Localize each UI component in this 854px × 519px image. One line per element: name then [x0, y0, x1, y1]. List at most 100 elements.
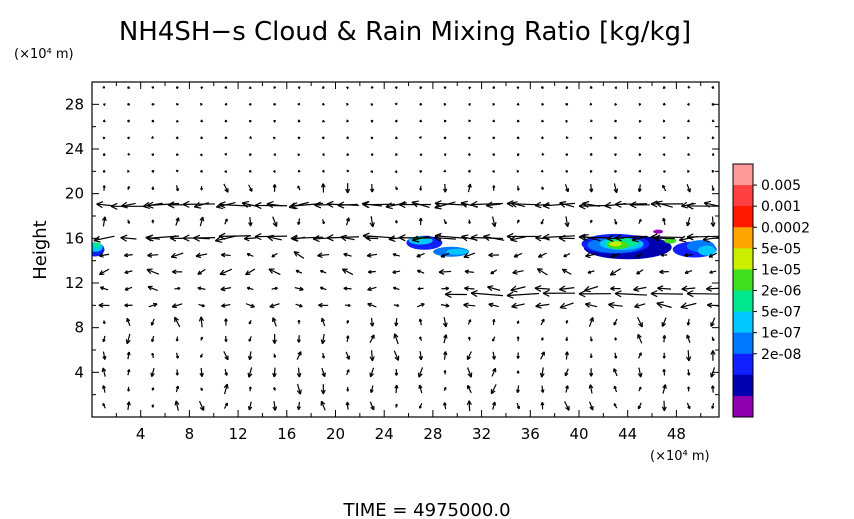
wind-vector	[419, 153, 423, 157]
wind-vector	[195, 252, 208, 259]
wind-vector	[638, 136, 642, 140]
wind-vector	[418, 217, 423, 226]
wind-vector	[662, 217, 666, 226]
wind-vector	[468, 86, 472, 90]
wind-vector	[124, 270, 133, 275]
wind-vector	[662, 86, 666, 90]
wind-vector	[219, 268, 233, 276]
wind-vector	[175, 385, 180, 393]
wind-vector	[175, 217, 180, 226]
wind-vector	[150, 318, 155, 326]
wind-vector	[176, 153, 179, 156]
wind-vector	[151, 119, 155, 123]
wind-vector	[370, 170, 374, 173]
wind-vector	[346, 320, 350, 324]
wind-vector	[468, 103, 471, 107]
jet-vector	[398, 234, 432, 242]
wind-vector	[637, 402, 642, 410]
wind-vector	[297, 319, 301, 325]
jet-vector	[290, 234, 324, 242]
wind-vector	[102, 185, 106, 191]
wind-vector	[513, 252, 523, 258]
wind-vector	[273, 119, 277, 123]
wind-vector	[394, 369, 399, 376]
plot-frame	[91, 81, 720, 418]
jet-vector	[434, 232, 468, 240]
wind-vector	[248, 86, 252, 90]
wind-vector	[96, 201, 112, 209]
y-tick-label: 24	[65, 140, 84, 158]
wind-vector	[565, 103, 569, 106]
wind-vector	[174, 316, 181, 328]
wind-vector	[491, 216, 497, 228]
y-tick-label: 16	[65, 229, 84, 247]
wind-vector	[565, 86, 569, 90]
wind-vector	[559, 285, 575, 293]
wind-vector	[686, 318, 691, 326]
wind-vector	[711, 185, 715, 192]
wind-vector	[537, 252, 547, 258]
wind-vector	[246, 253, 254, 257]
wind-vector	[443, 370, 447, 375]
wind-vector	[541, 186, 544, 190]
wind-vector	[488, 252, 499, 258]
wind-vector	[634, 303, 646, 309]
wind-vector	[369, 385, 374, 393]
wind-vector	[516, 169, 520, 173]
wind-vector	[588, 384, 594, 394]
wind-vector	[248, 169, 252, 173]
jet-vector	[614, 200, 648, 208]
wind-vector	[273, 153, 277, 157]
wind-vector	[637, 367, 643, 378]
wind-vector	[614, 337, 617, 341]
wind-vector	[686, 102, 690, 106]
wind-vector	[564, 368, 569, 377]
x-tick-label: 36	[521, 425, 540, 443]
wind-vector	[247, 367, 253, 378]
wind-vector	[393, 303, 400, 307]
wind-vector	[369, 184, 375, 193]
wind-vector	[199, 153, 203, 157]
wind-vector	[633, 285, 647, 292]
wind-vector	[223, 402, 229, 409]
wind-vector	[492, 85, 496, 89]
wind-vector	[540, 402, 545, 410]
wind-vector	[273, 387, 277, 391]
x-axis: 4 8 12 16 20 24 28 32 36 40 44 48	[115, 82, 702, 443]
wind-vector	[516, 136, 520, 140]
wind-vector	[296, 367, 302, 378]
wind-vector	[322, 169, 325, 173]
wind-vector	[442, 317, 448, 328]
wind-vector	[296, 383, 302, 395]
wind-vector	[124, 253, 133, 258]
wind-vector	[588, 317, 594, 327]
wind-vector	[272, 367, 277, 378]
wind-vector	[565, 120, 568, 123]
wind-vector	[589, 136, 593, 140]
wind-vector	[171, 303, 183, 309]
wind-vector	[541, 136, 544, 140]
wind-vector	[613, 385, 618, 393]
wind-vector	[711, 136, 715, 140]
wind-vector	[564, 351, 569, 360]
wind-vector	[127, 152, 131, 156]
wind-vector	[170, 252, 184, 259]
wind-vector	[200, 136, 204, 140]
wind-vector	[565, 170, 569, 173]
wind-vector	[663, 170, 666, 174]
wind-vector	[393, 350, 400, 361]
colorbar-label: 0.005	[761, 178, 801, 194]
jet-vector	[578, 290, 612, 298]
wind-vector	[318, 302, 329, 308]
colorbar-swatch	[733, 206, 753, 228]
wind-vector	[589, 219, 593, 224]
wind-vector	[346, 136, 350, 140]
wind-vector	[710, 317, 716, 327]
colorbar-swatch	[733, 227, 753, 249]
wind-vector	[564, 401, 570, 411]
wind-vector	[540, 119, 544, 123]
wind-vector	[394, 86, 398, 90]
wind-vector	[266, 201, 283, 209]
wind-vector	[711, 402, 715, 409]
